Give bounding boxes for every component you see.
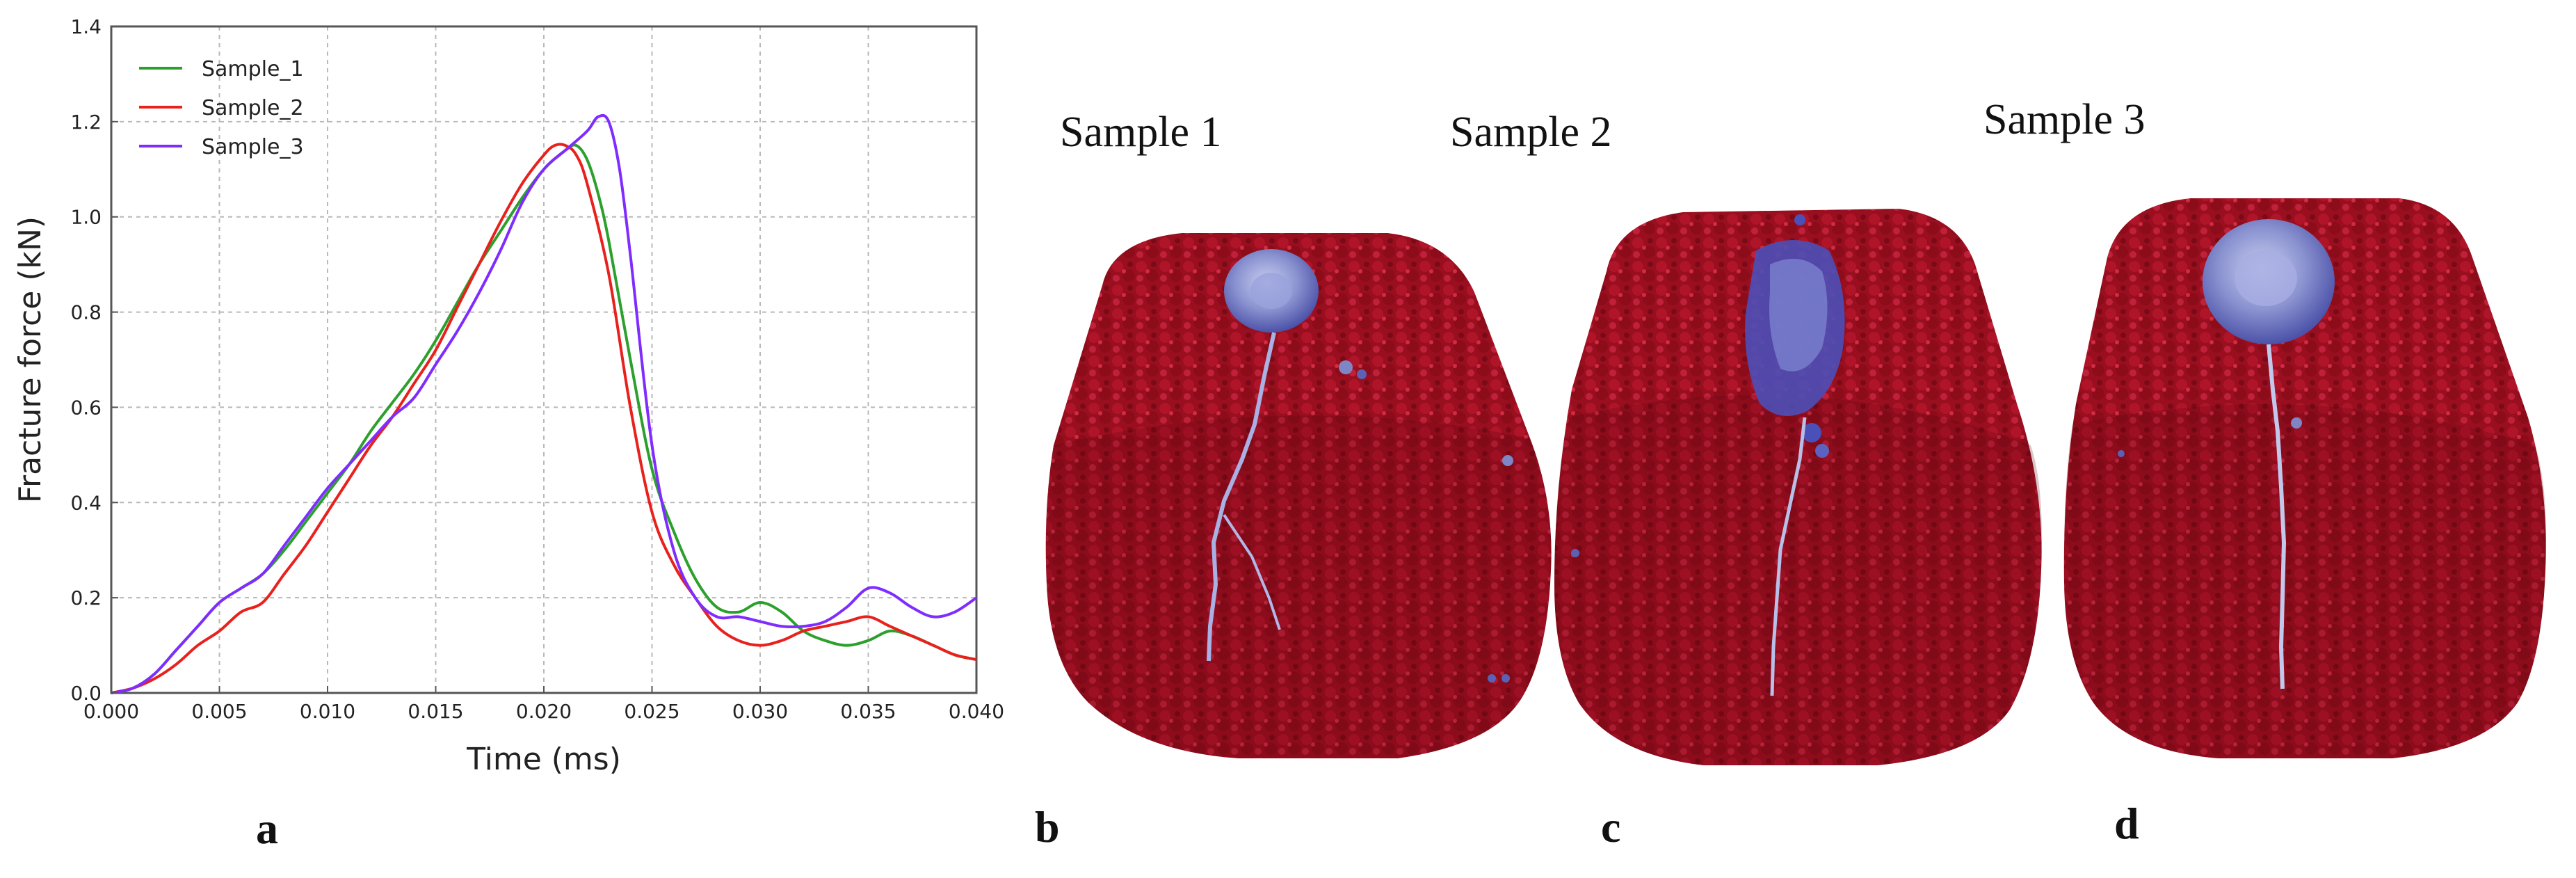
x-axis-label: Time (ms)	[466, 742, 621, 777]
panel-b-sample-1-render: Sample 1 b	[1035, 109, 1574, 852]
x-tick-label: 0.035	[840, 700, 896, 723]
sample-2-fragment	[1794, 214, 1805, 225]
x-tick-label: 0.020	[516, 700, 572, 723]
sample-1-fragment	[1488, 674, 1496, 683]
y-tick-label: 0.0	[70, 682, 102, 705]
y-tick-label: 0.8	[70, 301, 102, 324]
legend-label: Sample_3	[202, 135, 304, 159]
sample-3-fragment	[2118, 450, 2125, 457]
sample-2-crack	[1770, 417, 1807, 696]
series-line-sample-2	[111, 143, 977, 694]
sample-1-fragment	[1502, 674, 1510, 683]
legend-label: Sample_1	[202, 57, 304, 81]
sample-2-shading	[1554, 395, 2042, 765]
legend: Sample_1 Sample_2 Sample_3	[139, 57, 304, 159]
y-tick-label: 0.6	[70, 396, 102, 419]
panel-letter-c: c	[1601, 802, 1620, 852]
sample-1-shading	[1045, 415, 1552, 758]
y-axis-label: Fracture force (kN)	[13, 216, 48, 503]
sample-2-fragment	[1815, 444, 1829, 458]
sample-1-fragment	[1357, 369, 1367, 379]
plot-frame	[110, 25, 978, 694]
series-line-sample-3	[111, 113, 978, 694]
sample-1-crack-branch	[1223, 513, 1281, 630]
y-tick-label: 0.2	[70, 586, 102, 609]
panel-letter-b: b	[1035, 802, 1060, 852]
sample-3-cylinder	[2063, 198, 2546, 758]
sample-1-impact-core	[1250, 273, 1292, 309]
sample-3-fragment	[2291, 417, 2302, 429]
grid-lines	[111, 26, 976, 693]
x-tick-label: 0.015	[408, 700, 463, 723]
y-tick-label: 0.4	[70, 491, 102, 514]
panel-d-caption: Sample 3	[1983, 96, 2145, 143]
panel-b-caption: Sample 1	[1060, 109, 1221, 156]
sample-2-impact-highlight	[1769, 259, 1828, 372]
panel-letter-d: d	[2114, 799, 2139, 848]
sample-3-impact-core	[2235, 250, 2297, 306]
sample-1-fragment	[1502, 455, 1513, 466]
y-tick-label: 1.2	[70, 111, 102, 134]
x-tick-label: 0.030	[732, 700, 788, 723]
x-tick-label: 0.005	[191, 700, 247, 723]
panel-d-sample-3-render: Sample 3 d	[1983, 96, 2546, 848]
x-tick-label: 0.025	[624, 700, 679, 723]
x-tick-label: 0.010	[300, 700, 355, 723]
y-tick-label: 1.4	[70, 15, 102, 38]
sample-1-cylinder	[1045, 233, 1552, 758]
sample-2-cylinder	[1554, 209, 2042, 765]
x-tick-label: 0.000	[83, 700, 139, 723]
y-tick-label: 1.0	[70, 206, 102, 229]
fracture-force-chart: 0.000 0.005 0.010 0.015 0.020 0.025 0.030 0.035…	[13, 15, 1004, 777]
panel-c-caption: Sample 2	[1450, 109, 1611, 156]
sample-1-fragment	[1339, 360, 1353, 374]
panel-letter-a: a	[256, 804, 278, 853]
sample-2-fragment	[1802, 423, 1821, 442]
x-tick-label: 0.040	[949, 700, 1004, 723]
sample-3-shading	[2063, 404, 2546, 758]
tick-labels: 0.000 0.005 0.010 0.015 0.020 0.025 0.030 0.035…	[70, 15, 1004, 723]
legend-label: Sample_2	[202, 96, 304, 120]
sample-1-crack	[1207, 332, 1276, 662]
sample-2-fragment	[1571, 549, 1579, 557]
sample-3-crack	[2267, 344, 2287, 689]
series-lines	[111, 113, 978, 694]
panel-c-sample-2-render: Sample 2 c	[1450, 109, 2042, 852]
